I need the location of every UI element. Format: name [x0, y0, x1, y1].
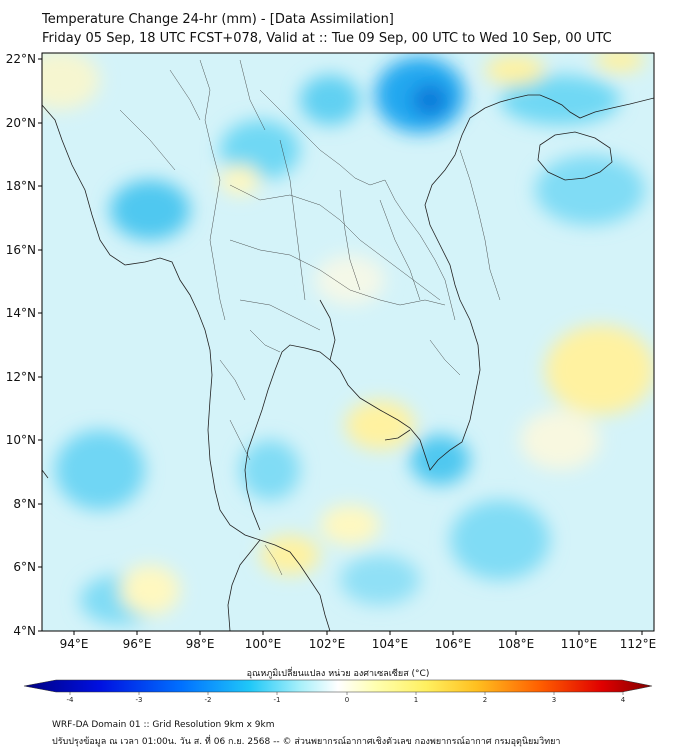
colorbar-tick: 3 [552, 696, 556, 704]
colorbar-tick: -1 [274, 696, 281, 704]
lon-label: 104°E [372, 637, 409, 651]
lat-label: 4°N [13, 624, 36, 638]
lon-label: 112°E [620, 637, 657, 651]
colorbar: -4 -3 -2 -1 0 1 2 3 4 [23, 679, 653, 704]
lon-label: 98°E [186, 637, 215, 651]
colorbar-tick: -2 [205, 696, 212, 704]
lat-label: 8°N [13, 497, 36, 511]
lon-label: 106°E [435, 637, 472, 651]
lon-label: 110°E [561, 637, 598, 651]
lat-label: 20°N [6, 116, 36, 130]
lon-label: 96°E [123, 637, 152, 651]
footer-model-info: WRF-DA Domain 01 :: Grid Resolution 9km … [52, 720, 275, 730]
lon-label: 94°E [60, 637, 89, 651]
colorbar-tick: 0 [345, 696, 349, 704]
colorbar-tick: 2 [483, 696, 487, 704]
footer-credits: ปรับปรุงข้อมูล ณ เวลา 01:00น. วัน ส. ที่… [52, 737, 561, 747]
map-subtitle: Friday 05 Sep, 18 UTC FCST+078, Valid at… [42, 31, 612, 46]
map-title: Temperature Change 24-hr (mm) - [Data As… [42, 12, 394, 27]
lat-label: 18°N [6, 179, 36, 193]
lat-label: 6°N [13, 560, 36, 574]
lat-label: 12°N [6, 370, 36, 384]
lon-label: 100°E [245, 637, 282, 651]
lat-label: 22°N [6, 52, 36, 66]
colorbar-label: อุณหภูมิเปลี่ยนแปลง หน่วย องศาเซลเซียส (… [246, 669, 430, 679]
lat-label: 14°N [6, 306, 36, 320]
colorbar-tick: -3 [136, 696, 143, 704]
colorbar-tick: 4 [621, 696, 626, 704]
lon-label: 102°E [309, 637, 346, 651]
map-frame [41, 52, 655, 632]
temperature-field [42, 53, 654, 631]
colorbar-tick: 1 [414, 696, 418, 704]
lon-label: 108°E [498, 637, 535, 651]
lat-label: 16°N [6, 243, 36, 257]
colorbar-tick: -4 [67, 696, 75, 704]
lat-label: 10°N [6, 433, 36, 447]
